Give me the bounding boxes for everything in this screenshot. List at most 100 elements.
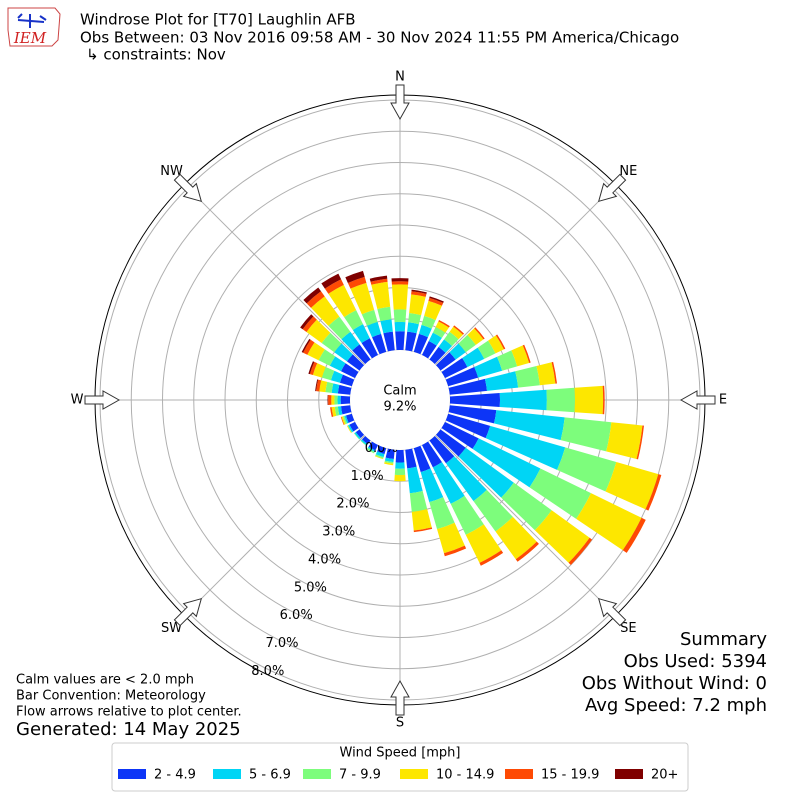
bar-segment	[360, 439, 368, 446]
bar-segment	[369, 275, 388, 282]
bar-segment	[340, 405, 352, 415]
calm-circle	[350, 350, 450, 450]
bar-segment	[458, 334, 476, 353]
bar-segment	[424, 300, 442, 321]
direction-label: E	[719, 393, 727, 408]
bar-segment	[342, 415, 348, 425]
bar-segment	[497, 350, 518, 371]
bar-segment	[405, 331, 417, 352]
flow-arrow	[390, 679, 410, 716]
bar-segment	[330, 407, 334, 418]
bar-segment	[334, 395, 338, 405]
bar-segment	[344, 310, 364, 331]
bar-segment	[551, 361, 557, 384]
bar-segment	[560, 417, 612, 452]
legend-swatch	[505, 769, 533, 779]
bar-segment	[418, 324, 432, 338]
bar-segment	[362, 435, 371, 445]
bar-segment	[411, 289, 427, 294]
bar-segment	[448, 378, 488, 395]
flow-arrow	[390, 84, 410, 121]
bar-segment	[375, 454, 384, 459]
bar-segment	[557, 447, 617, 492]
bar-segment	[346, 425, 352, 434]
flow-arrow-shape	[679, 390, 716, 410]
bar-segment	[432, 326, 446, 338]
bar-segment	[484, 371, 519, 391]
bar-segment	[443, 545, 467, 557]
spoke	[435, 183, 617, 365]
bar-segment	[429, 497, 455, 530]
bar-segment	[394, 468, 406, 475]
r-tick-label: 3.0%	[322, 525, 355, 540]
bar-segment	[395, 462, 405, 469]
bar-segment	[421, 315, 436, 329]
bar-segment	[462, 347, 485, 368]
bar-segment	[309, 361, 318, 376]
bar-segment	[370, 278, 388, 285]
bar-segment	[421, 441, 442, 468]
note: Calm values are < 2.0 mph	[16, 673, 194, 688]
legend-label: 5 - 6.9	[249, 768, 291, 783]
logo: IEM	[7, 7, 61, 47]
bar-segment	[515, 541, 539, 562]
bar-segment	[450, 495, 484, 535]
legend-label: 20+	[651, 768, 678, 783]
bar-segment	[429, 296, 444, 303]
bar-segment	[394, 474, 406, 482]
bar-segment	[574, 385, 604, 415]
chart-title: Windrose Plot for [T70] Laughlin AFB	[80, 11, 356, 29]
bar-segment	[355, 429, 365, 438]
bar-segment	[407, 322, 419, 334]
legend-swatch	[303, 769, 331, 779]
bar-segment	[331, 395, 335, 405]
r-tick-label: 7.0%	[265, 636, 298, 651]
flow-arrow-shape	[84, 390, 121, 410]
r-tick-label: 2.0%	[336, 497, 369, 512]
legend-box	[111, 742, 689, 792]
bar-segment	[366, 321, 382, 338]
direction-label: W	[71, 393, 84, 408]
bar-segment	[318, 349, 336, 366]
bar-segment	[606, 422, 643, 459]
bar-segment	[522, 344, 531, 363]
summary-line: Obs Without Wind: 0	[582, 673, 767, 694]
bar-segment	[361, 338, 379, 359]
bar-segment	[375, 451, 385, 458]
bar-segment	[445, 456, 487, 502]
bar-segment	[432, 462, 465, 504]
bar-segment	[337, 384, 352, 395]
legend-swatch	[118, 769, 146, 779]
bar-segment	[303, 287, 322, 304]
bar-segment	[393, 309, 407, 323]
bar-segment	[435, 321, 449, 333]
legend-label: 15 - 19.9	[541, 768, 599, 783]
flow-arrow-shape	[173, 173, 203, 203]
bar-segment	[472, 438, 541, 488]
bar-segment	[321, 273, 342, 289]
bar-segment	[453, 325, 465, 335]
overlay: 0.0%1.0%2.0%3.0%4.0%5.0%6.0%7.0%8.0%Calm…	[71, 70, 728, 731]
bar-segment	[385, 448, 395, 460]
bar-segment	[371, 281, 391, 310]
bar-segment	[501, 482, 552, 531]
bar-segment	[339, 374, 355, 387]
bar-segment	[308, 361, 315, 375]
legend-swatch	[400, 769, 428, 779]
bar-segment	[337, 395, 341, 405]
flow-arrow	[84, 390, 121, 410]
bar-segment	[303, 339, 315, 355]
flow-arrow	[173, 597, 203, 627]
bar-segment	[605, 462, 659, 510]
bar-segment	[331, 406, 337, 417]
bar-segment	[349, 421, 359, 432]
spoke	[183, 435, 365, 617]
bar-segment	[340, 395, 351, 405]
bar-segment	[380, 319, 393, 334]
flow-arrow-shape	[390, 679, 410, 716]
bar-segment	[445, 413, 491, 439]
calm-label: Calm	[383, 384, 416, 399]
bar-segment	[495, 516, 537, 560]
bar-segment	[421, 341, 437, 359]
